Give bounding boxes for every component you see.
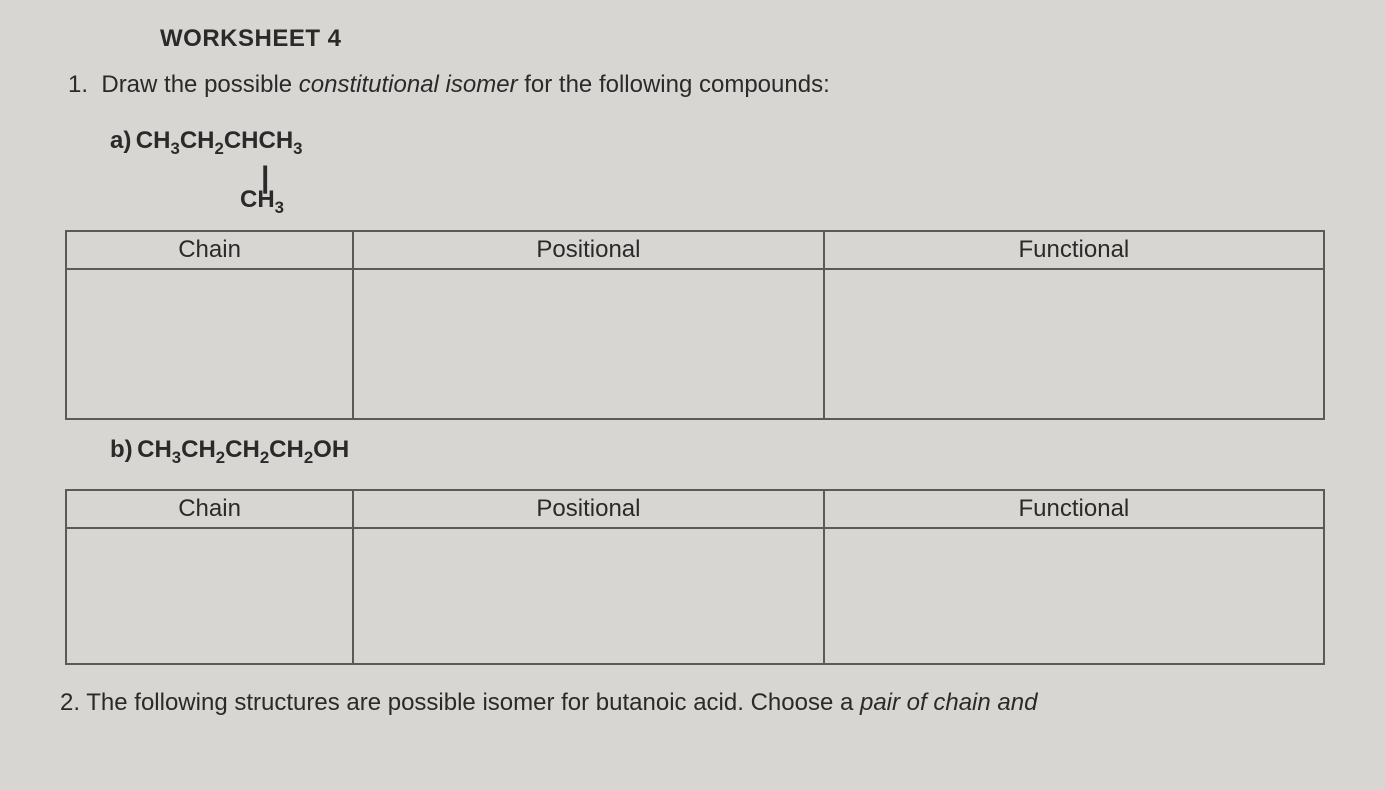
- q2-italic: pair of chain and: [860, 689, 1037, 716]
- q1-number: 1.: [68, 71, 88, 98]
- col-functional-b: Functional: [824, 490, 1324, 528]
- col-chain-b: Chain: [66, 490, 353, 528]
- cell-a-functional: [824, 269, 1324, 419]
- question-1: 1. Draw the possible constitutional isom…: [68, 71, 1345, 99]
- col-functional: Functional: [824, 231, 1324, 269]
- q1-italic: constitutional isomer: [299, 71, 518, 98]
- table-a-header-row: Chain Positional Functional: [66, 231, 1324, 269]
- worksheet-title: WORKSHEET 4: [160, 25, 1345, 53]
- table-a: Chain Positional Functional: [65, 230, 1325, 420]
- cell-b-positional: [353, 528, 824, 664]
- table-b: Chain Positional Functional: [65, 489, 1325, 665]
- q2-text-pre: The following structures are possible is…: [86, 689, 860, 716]
- formula-a: CH3CH2CHCH3: [136, 127, 303, 159]
- cell-b-chain: [66, 528, 353, 664]
- table-a-row: [66, 269, 1324, 419]
- q2-number: 2.: [60, 689, 80, 716]
- table-b-header-row: Chain Positional Functional: [66, 490, 1324, 528]
- sub-letter-a: a): [110, 127, 131, 155]
- sub-letter-b: b): [110, 436, 133, 464]
- cell-a-positional: [353, 269, 824, 419]
- table-b-row: [66, 528, 1324, 664]
- col-chain: Chain: [66, 231, 353, 269]
- question-2: 2. The following structures are possible…: [60, 689, 1345, 717]
- sub-item-a: a) CH3CH2CHCH3: [110, 127, 1345, 159]
- branch-sub-a: CH3: [240, 186, 1345, 218]
- cell-b-functional: [824, 528, 1324, 664]
- cell-a-chain: [66, 269, 353, 419]
- q1-text-post: for the following compounds:: [518, 71, 830, 98]
- formula-b: CH3CH2CH2CH2OH: [137, 436, 349, 468]
- col-positional-b: Positional: [353, 490, 824, 528]
- col-positional: Positional: [353, 231, 824, 269]
- sub-item-b: b) CH3CH2CH2CH2OH: [110, 436, 1345, 468]
- branch-line-a: |: [261, 167, 1345, 188]
- q1-text-pre: Draw the possible: [101, 71, 298, 98]
